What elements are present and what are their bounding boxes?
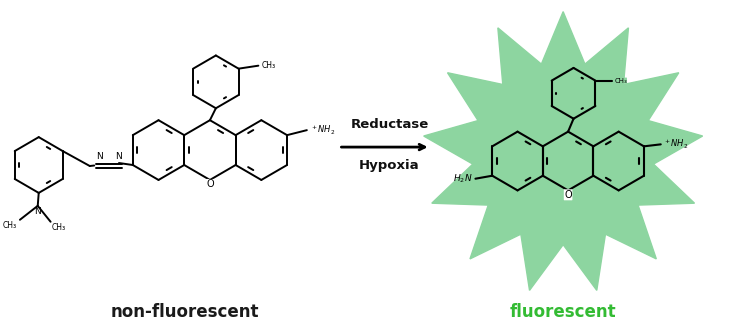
Text: CH₃: CH₃ (52, 223, 66, 232)
Text: O: O (565, 190, 572, 200)
Text: N: N (116, 151, 122, 160)
Text: fluorescent: fluorescent (510, 304, 617, 321)
Text: Hypoxia: Hypoxia (359, 158, 420, 172)
Polygon shape (424, 12, 703, 290)
Text: non-fluorescent: non-fluorescent (111, 304, 260, 321)
Text: CH₃: CH₃ (3, 221, 17, 230)
Text: $^+NH_2$: $^+NH_2$ (662, 138, 688, 151)
Text: $H_2N$: $H_2N$ (453, 173, 473, 185)
Text: O: O (206, 180, 213, 189)
Text: CH₃: CH₃ (261, 61, 275, 70)
Text: CH₃: CH₃ (614, 78, 627, 84)
Text: N: N (96, 151, 102, 160)
Text: N: N (35, 207, 41, 216)
Text: $^+NH_2$: $^+NH_2$ (310, 124, 335, 137)
Text: Reductase: Reductase (350, 118, 428, 131)
